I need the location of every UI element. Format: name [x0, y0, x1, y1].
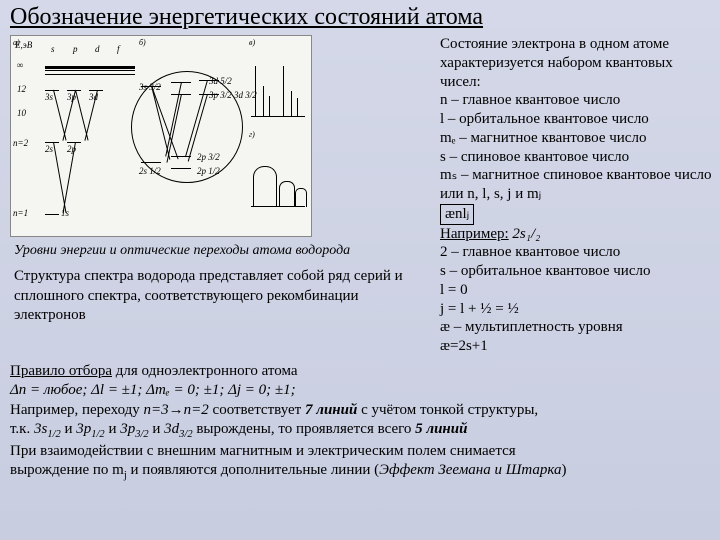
- example-n: 2 – главное квантовое число: [440, 243, 712, 262]
- ytick: n=2: [13, 138, 28, 148]
- selection-rules: Правило отбора для одноэлектронного атом…: [0, 356, 720, 483]
- intro-text: Состояние электрона в одном атоме характ…: [440, 35, 712, 91]
- example-ae: æ – мультиплетность уровня: [440, 318, 712, 337]
- top-row: E,эВ a) s p d f ∞ 12 10 n=2 n=1 3s 3p 3d…: [0, 33, 720, 356]
- qn-s: s – спиновое квантовое число: [440, 148, 712, 167]
- col-d: d: [95, 44, 100, 54]
- qn-l: l – орбитальное квантовое число: [440, 110, 712, 129]
- ytick: ∞: [17, 60, 23, 70]
- rule-label: Правило отбора: [10, 363, 112, 379]
- example-value: 2s₁/₂: [512, 226, 540, 242]
- energy-diagram: E,эВ a) s p d f ∞ 12 10 n=2 n=1 3s 3p 3d…: [10, 35, 312, 237]
- zeeman-2: вырождение по mj и появляются дополнител…: [10, 461, 710, 483]
- col-s: s: [51, 44, 55, 54]
- example-s: s – орбитальное квантовое число: [440, 262, 712, 281]
- ytick: n=1: [13, 208, 28, 218]
- page-title: Обозначение энергетических состояний ато…: [0, 0, 720, 33]
- col-f: f: [117, 44, 120, 54]
- notation-box: ænlⱼ: [440, 204, 474, 225]
- spectrum-description: Структура спектра водорода представляет …: [4, 265, 434, 328]
- zeeman-1: При взаимодействии с внешним магнитным и…: [10, 442, 710, 462]
- ytick: 10: [17, 108, 26, 118]
- quantum-numbers-panel: Состояние электрона в одном атоме характ…: [434, 33, 716, 356]
- rule-deltas: Δn = любое; Δl = ±1; Δmₑ = 0; ±1; Δj = 0…: [10, 381, 710, 401]
- rule-tail: для одноэлектронного атома: [112, 363, 298, 379]
- diagram-caption: Уровни энергии и оптические переходы ато…: [4, 241, 434, 265]
- rule-example-1: Например, переходу n=3→n=2 соответствует…: [10, 401, 710, 421]
- col-p: p: [73, 44, 78, 54]
- example-ae2: æ=2s+1: [440, 337, 712, 356]
- example-j: j = l + ½ = ½: [440, 300, 712, 319]
- ytick: 12: [17, 84, 26, 94]
- qn-me: mₑ – магнитное квантовое число: [440, 129, 712, 148]
- qn-ms: mₛ – магнитное спиновое квантовое число …: [440, 166, 712, 204]
- rule-example-2: т.к. 3s1/2 и 3p1/2 и 3p3/2 и 3d3/2 вырож…: [10, 420, 710, 442]
- example-label: Например:: [440, 226, 509, 242]
- qn-n: n – главное квантовое число: [440, 91, 712, 110]
- example-l: l = 0: [440, 281, 712, 300]
